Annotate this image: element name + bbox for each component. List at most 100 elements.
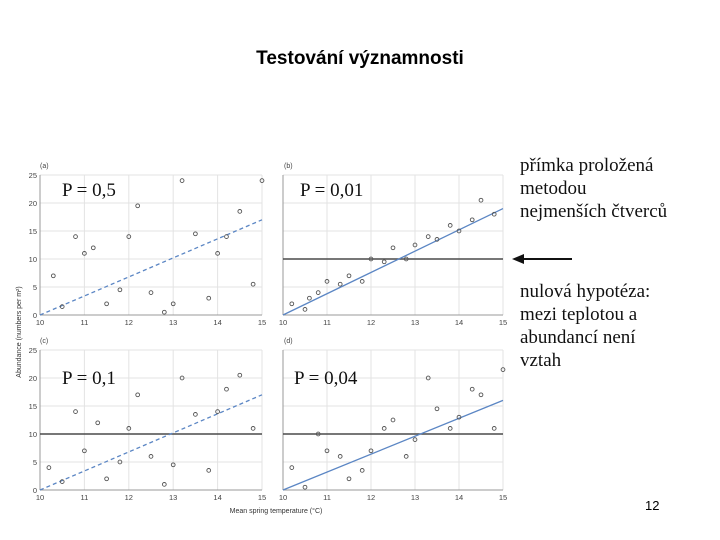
x-tick-label: 13 [411,493,419,502]
y-tick-label: 5 [33,458,37,467]
x-tick-label: 10 [36,493,44,502]
note-regression-line-3: nejmenších čtverců [520,201,668,222]
data-point [500,367,506,372]
data-point [82,251,87,256]
data-point [315,290,321,295]
data-point [215,251,220,256]
x-tick-label: 10 [279,493,287,502]
y-tick-label: 15 [29,402,37,411]
x-tick-label: 14 [455,318,463,327]
data-point [224,234,229,239]
data-point [289,301,295,307]
data-point [469,217,475,223]
y-tick-label: 10 [29,255,37,264]
data-point [381,259,387,265]
data-point [359,279,365,284]
x-tick-label: 12 [367,493,375,502]
x-tick-label: 12 [125,318,133,327]
slide-title: Testování významnosti [256,48,464,69]
data-point [206,295,212,301]
data-point [434,406,440,412]
data-point [456,228,462,234]
data-point [215,409,220,414]
x-tick-label: 11 [81,318,89,327]
note-null-line-2: mezi teplotou a [520,304,638,325]
data-point [104,301,109,307]
data-point [237,209,243,214]
x-tick-label: 14 [455,493,463,502]
chart-panel-4: 10 11 12 13 14 15 (d) P = 0,04 [279,338,507,502]
data-point [434,237,440,242]
data-point [425,375,431,381]
x-tick-label: 15 [499,493,507,502]
data-point [126,426,132,431]
data-point [346,476,352,482]
data-point [95,420,101,426]
data-point [469,386,475,392]
data-point [135,392,141,398]
x-tick-label: 13 [169,493,177,502]
data-point [346,273,352,279]
page-number: 12 [645,498,660,513]
data-point [170,301,176,307]
data-point [259,178,265,183]
data-point [324,448,330,454]
data-point [324,279,330,284]
x-tick-label: 15 [258,493,266,502]
y-axis-title: Abundance (numbers per m²) [16,286,23,377]
data-point [161,309,167,315]
data-point [403,454,409,459]
panel-label: (c) [40,338,48,345]
data-point [412,242,418,248]
data-point [193,412,198,417]
panel-label: (d) [284,338,293,345]
data-point [359,468,365,473]
data-point [425,234,431,239]
data-point [250,426,256,431]
data-point [307,295,312,301]
regression-line [39,394,263,491]
data-point [104,476,109,482]
data-point [368,448,374,454]
data-point [59,479,65,484]
data-point [302,484,308,490]
x-tick-label: 14 [213,318,221,327]
y-tick-label: 0 [33,486,37,495]
data-point [381,426,387,431]
data-point [73,234,78,239]
data-point [206,468,212,473]
data-point [403,256,409,262]
note-null-line-4: vztah [520,350,562,371]
regression-line [39,219,263,316]
data-point [478,197,484,203]
data-point [491,426,497,431]
data-point [46,465,52,470]
p-value-annotation: P = 0,01 [300,180,363,201]
data-point [447,426,453,431]
note-regression-line-1: přímka proložená [520,155,654,176]
x-tick-label: 12 [367,318,375,327]
note-null-line-1: nulová hypotéza: [520,281,651,302]
data-point [50,273,56,279]
x-tick-label: 13 [169,318,177,327]
p-value-annotation: P = 0,04 [294,368,358,389]
chart-panel-2: 10 11 12 13 14 15 (b) P = 0,01 [279,163,507,327]
x-tick-label: 12 [125,493,133,502]
data-point [179,178,185,183]
x-tick-label: 13 [411,318,419,327]
y-tick-label: 20 [29,199,37,208]
x-tick-label: 10 [279,318,287,327]
data-point [148,454,154,459]
data-point [368,256,374,262]
note-null-hypothesis: nulová hypotéza: mezi teplotou a abundan… [520,280,650,372]
data-point [59,304,65,309]
x-tick-label: 11 [323,493,331,502]
data-point [390,417,396,423]
note-regression-line-2: metodou [520,178,587,199]
x-tick-label: 15 [258,318,266,327]
data-point [478,392,484,398]
data-point [73,409,78,414]
data-point [315,431,321,437]
y-tick-label: 10 [29,430,37,439]
